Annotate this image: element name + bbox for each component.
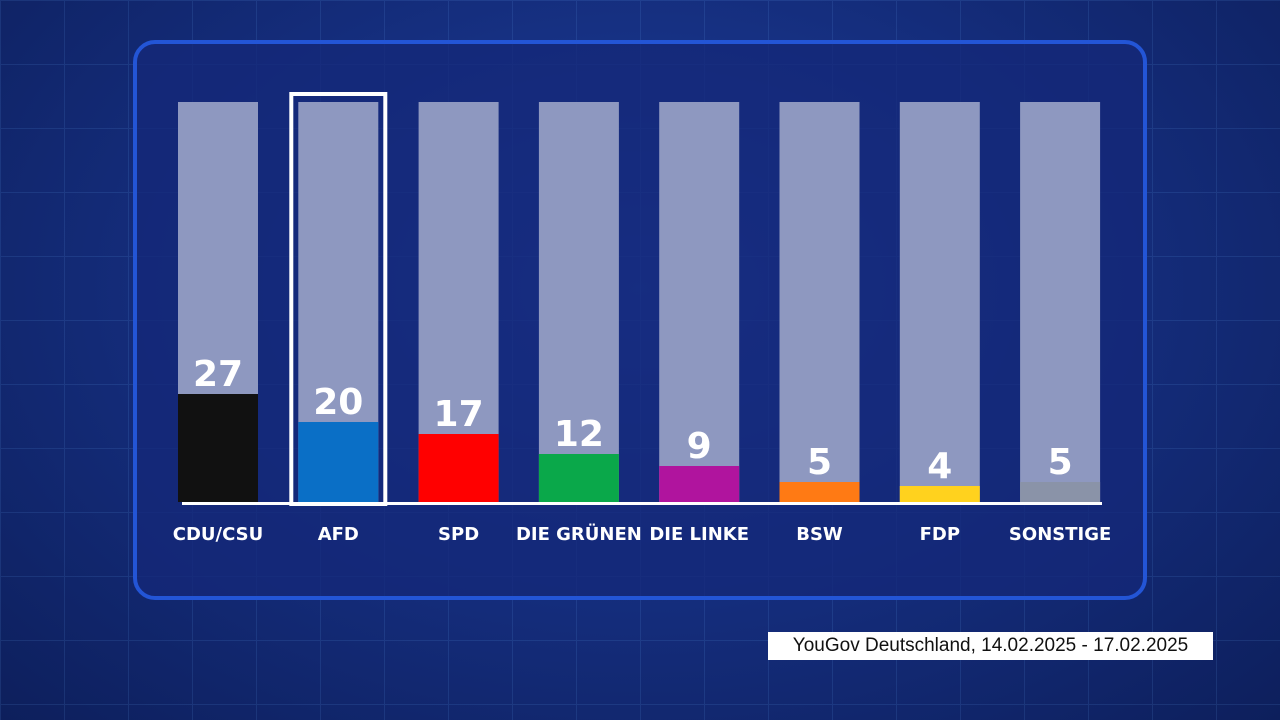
source-label: YouGov Deutschland, 14.02.2025 - 17.02.2…	[768, 632, 1213, 660]
data-label: 4	[927, 446, 952, 487]
data-label: 5	[807, 442, 832, 483]
data-label: 17	[434, 394, 484, 435]
bar-track	[1020, 102, 1101, 502]
category-label: FDP	[920, 524, 960, 545]
category-label: BSW	[796, 524, 843, 545]
data-label: 27	[193, 354, 243, 395]
bar	[899, 486, 980, 502]
bar	[298, 422, 379, 502]
bar-track	[779, 102, 860, 502]
bar	[418, 434, 499, 502]
bar-track	[538, 102, 619, 502]
bar	[779, 482, 860, 502]
category-label: DIE LINKE	[649, 524, 749, 545]
bar	[538, 454, 619, 502]
bar-track	[659, 102, 740, 502]
category-label: CDU/CSU	[173, 524, 263, 545]
data-label: 9	[687, 426, 712, 467]
category-label: DIE GRÜNEN	[516, 523, 642, 545]
bar	[178, 394, 258, 502]
bar-track	[899, 102, 980, 502]
category-label: AFD	[318, 524, 359, 545]
bar	[1020, 482, 1101, 502]
data-label: 5	[1048, 442, 1073, 483]
data-label: 20	[313, 382, 363, 423]
category-label: SPD	[438, 524, 479, 545]
data-label: 12	[554, 414, 604, 455]
category-label: SONSTIGE	[1009, 524, 1111, 545]
bar	[659, 466, 740, 502]
